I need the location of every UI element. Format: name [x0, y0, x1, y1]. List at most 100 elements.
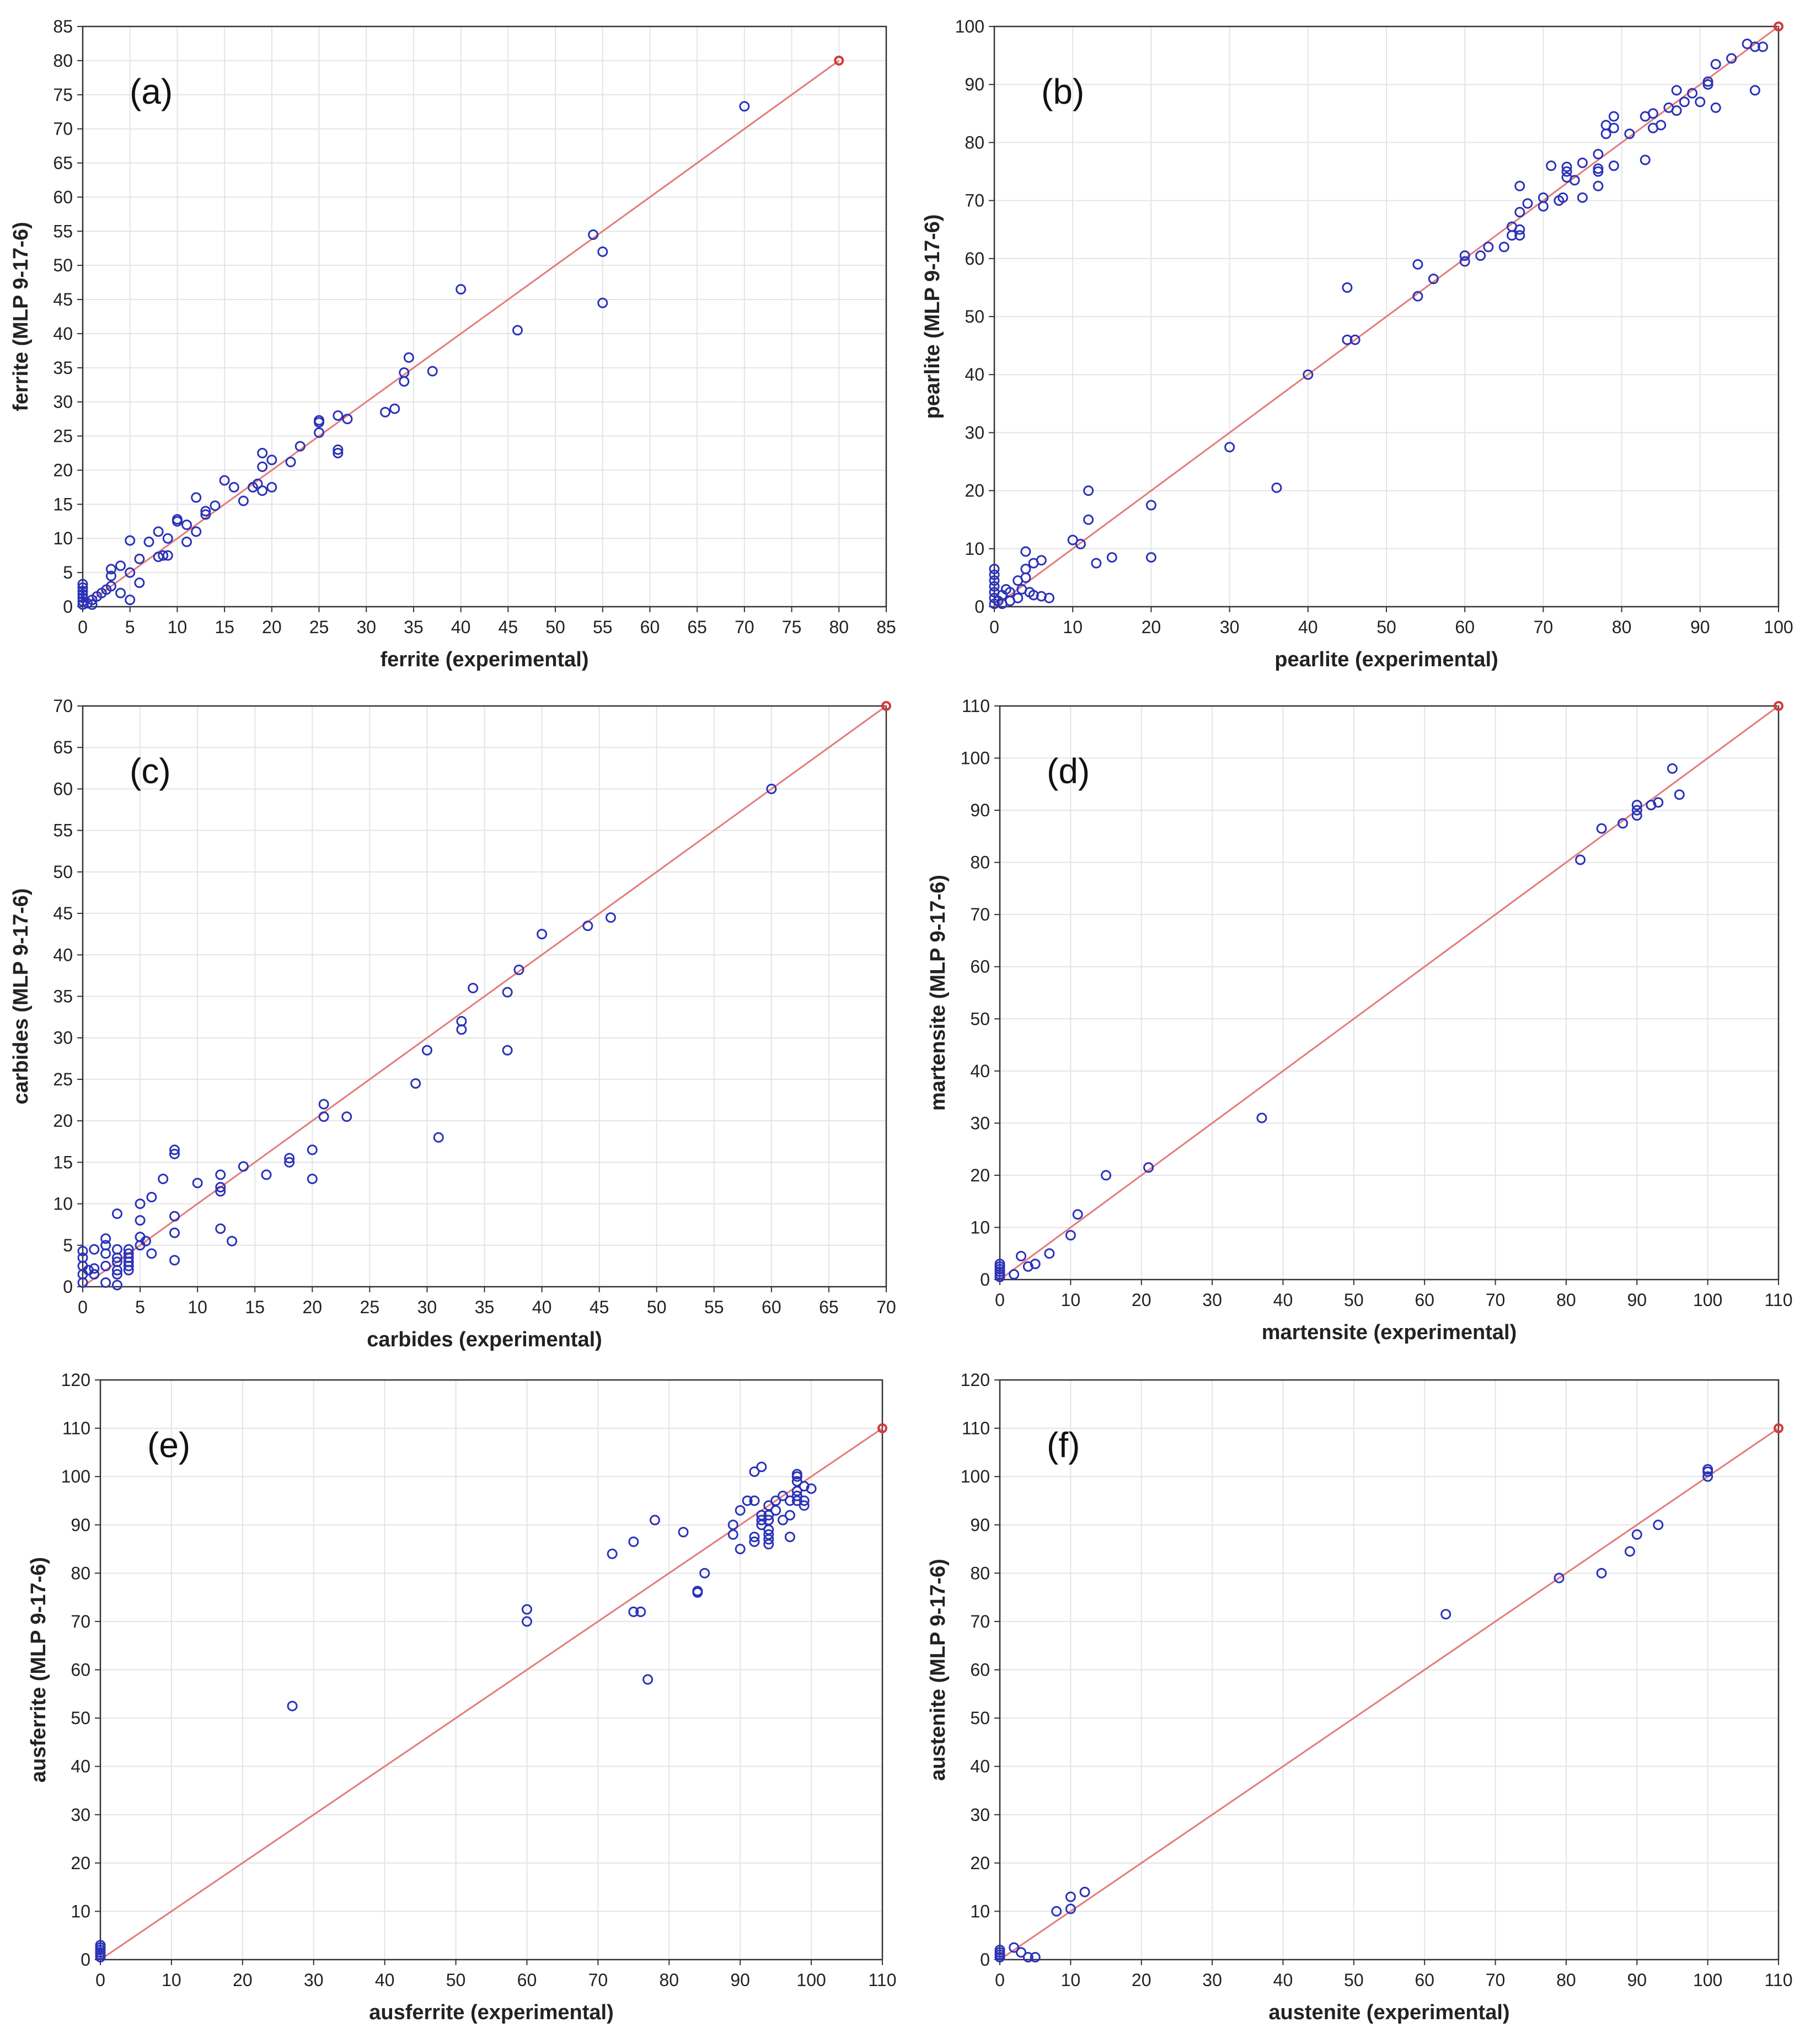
data-point — [1653, 797, 1664, 808]
y-tick-label: 50 — [970, 1708, 990, 1728]
data-point — [143, 536, 154, 547]
data-point — [1554, 1572, 1565, 1583]
data-point — [1656, 120, 1667, 131]
data-point — [181, 519, 192, 530]
x-tick-label: 30 — [1202, 1970, 1222, 1990]
data-point — [200, 509, 211, 520]
x-tick-label: 40 — [375, 1970, 395, 1990]
data-point — [1412, 291, 1423, 302]
y-tick-label: 10 — [970, 1901, 990, 1921]
x-tick-label: 90 — [1690, 617, 1710, 637]
y-tick-label: 60 — [970, 1660, 990, 1680]
data-point — [628, 1606, 639, 1617]
y-tick-label: 20 — [53, 1111, 73, 1131]
data-point — [749, 1532, 760, 1543]
data-point — [1608, 160, 1619, 171]
data-point — [1593, 148, 1604, 159]
y-tick-label: 0 — [980, 1270, 990, 1289]
data-point — [1617, 818, 1629, 829]
y-tick-label: 60 — [53, 187, 73, 207]
data-points — [95, 1462, 817, 1963]
data-point — [287, 1700, 298, 1711]
x-tick-label: 65 — [819, 1297, 839, 1317]
data-point — [342, 414, 353, 425]
data-point — [791, 1495, 802, 1506]
data-point — [172, 514, 183, 525]
data-point — [134, 577, 145, 588]
data-point — [727, 1519, 738, 1531]
data-point — [125, 535, 136, 546]
x-tick-label: 0 — [78, 1297, 88, 1317]
data-point — [1640, 154, 1651, 165]
data-point — [513, 964, 524, 975]
data-point — [989, 581, 1000, 592]
endpoint-marker — [1774, 701, 1783, 711]
y-tick-label: 110 — [962, 1419, 990, 1438]
chart-panel-1: 0 10 20 30 40 50 60 70 80 90 100 0 10 20 30 40 50 60 70 80 9… — [921, 17, 1793, 671]
x-tick-label: 100 — [1764, 617, 1793, 637]
data-point — [763, 1529, 774, 1540]
data-point — [784, 1532, 795, 1543]
data-point — [1030, 1259, 1041, 1270]
x-tick-label: 20 — [1142, 617, 1161, 637]
data-point — [95, 1940, 106, 1951]
y-tick-label: 80 — [970, 1563, 990, 1583]
data-point — [1067, 534, 1078, 545]
data-point — [607, 1548, 618, 1559]
x-tick-label: 80 — [1556, 1290, 1576, 1310]
data-point — [749, 1466, 760, 1477]
y-tick-label: 10 — [965, 539, 984, 559]
data-point — [125, 567, 136, 578]
x-tick-label: 60 — [1415, 1290, 1434, 1310]
data-point — [770, 1505, 781, 1516]
data-point — [1577, 192, 1588, 203]
y-tick-label: 5 — [63, 1235, 73, 1255]
x-tick-label: 50 — [647, 1297, 667, 1317]
panel-label: (d) — [1047, 751, 1090, 791]
data-point — [1428, 274, 1439, 285]
y-tick-label: 80 — [965, 132, 984, 152]
x-tick-label: 30 — [1220, 617, 1240, 637]
y-tick-label: 15 — [53, 1152, 73, 1172]
endpoint-marker — [1774, 1423, 1783, 1433]
data-point — [994, 1944, 1005, 1955]
data-point — [227, 1235, 238, 1246]
y-tick-label: 10 — [53, 1194, 73, 1214]
data-point — [1577, 157, 1588, 168]
data-point — [1514, 207, 1525, 218]
data-point — [1749, 41, 1760, 52]
data-point — [1608, 122, 1619, 133]
y-tick-label: 40 — [71, 1757, 90, 1777]
data-point — [1030, 1952, 1041, 1963]
endpoint-marker — [881, 701, 891, 711]
data-point — [266, 481, 277, 493]
x-tick-label: 40 — [1273, 1970, 1293, 1990]
x-tick-label: 50 — [1344, 1970, 1364, 1990]
data-point — [257, 461, 268, 472]
data-point — [421, 1045, 432, 1056]
y-axis-title: pearlite (MLP 9-17-6) — [921, 215, 944, 419]
data-point — [134, 553, 145, 564]
data-point — [1483, 242, 1494, 253]
data-point — [1561, 162, 1572, 173]
data-point — [1145, 552, 1156, 563]
data-point — [1459, 250, 1470, 261]
data-point — [778, 1515, 789, 1526]
data-point — [1710, 58, 1721, 69]
x-tick-label: 10 — [1061, 1290, 1081, 1310]
x-tick-label: 10 — [1061, 1970, 1081, 1990]
data-point — [257, 448, 268, 459]
data-point — [1016, 1250, 1027, 1261]
y-tick-label: 45 — [53, 290, 73, 309]
y-tick-label: 50 — [965, 307, 984, 327]
data-point — [1561, 166, 1572, 177]
data-point — [756, 1519, 767, 1531]
y-tick-label: 40 — [970, 1061, 990, 1081]
x-tick-label: 80 — [659, 1970, 679, 1990]
data-point — [123, 1265, 134, 1276]
data-point — [456, 1016, 467, 1027]
x-tick-label: 80 — [1612, 617, 1632, 637]
x-tick-label: 30 — [417, 1297, 437, 1317]
data-point — [1349, 334, 1361, 345]
y-tick-label: 10 — [970, 1217, 990, 1237]
